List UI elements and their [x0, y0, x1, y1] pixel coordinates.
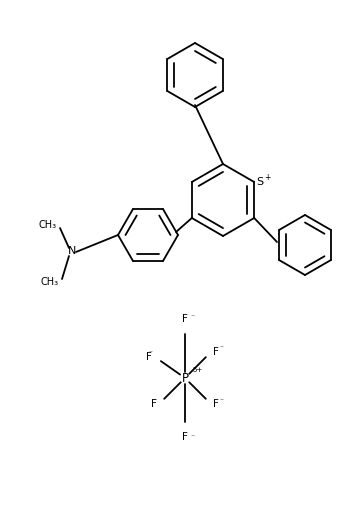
- Text: +: +: [264, 174, 270, 182]
- Text: F: F: [182, 432, 188, 442]
- Text: ⁻: ⁻: [153, 396, 157, 405]
- Text: P: P: [182, 371, 188, 385]
- Text: 5+: 5+: [192, 367, 202, 373]
- Text: CH₃: CH₃: [39, 220, 57, 230]
- Text: ⁻: ⁻: [219, 396, 223, 405]
- Text: F: F: [182, 314, 188, 324]
- Text: F: F: [151, 399, 157, 409]
- Text: ⁻: ⁻: [219, 343, 223, 352]
- Text: F: F: [213, 346, 219, 357]
- Text: CH₃: CH₃: [41, 277, 59, 287]
- Text: ⁻: ⁻: [190, 432, 194, 441]
- Text: F: F: [147, 352, 152, 362]
- Text: ⁻: ⁻: [190, 312, 194, 321]
- Text: N: N: [68, 246, 76, 256]
- Text: S: S: [256, 177, 263, 187]
- Text: F: F: [213, 399, 219, 409]
- Text: ⁻: ⁻: [148, 348, 152, 357]
